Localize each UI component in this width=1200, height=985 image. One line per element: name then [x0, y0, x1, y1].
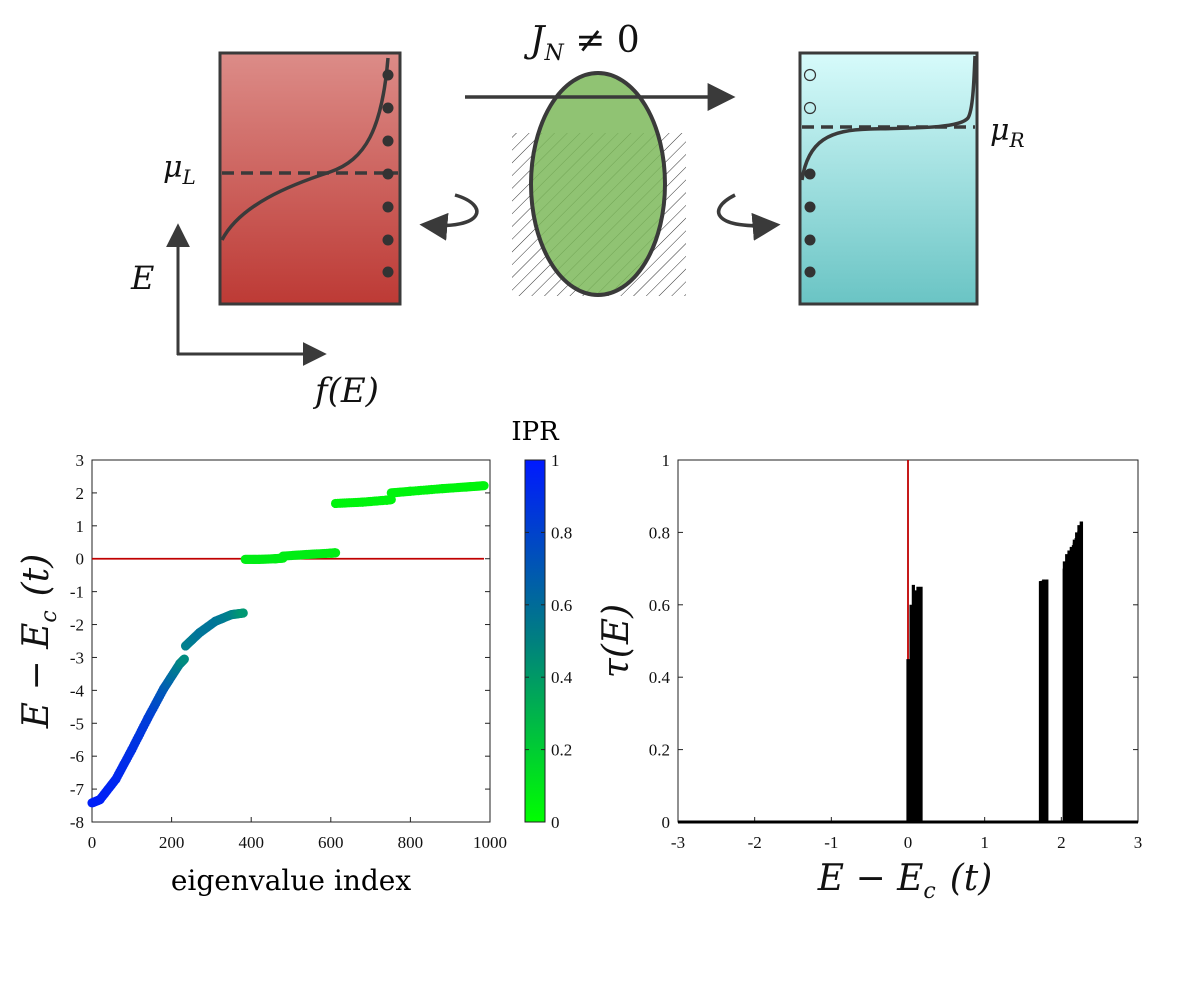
plot1-xlabel: eigenvalue index [171, 864, 412, 897]
plot2-xlabel: E − Ec (t) [817, 858, 993, 904]
right-reservoir [798, 51, 979, 306]
eigenvalue-plot: 0 200 400 600 800 1000 -8 -7 -6 -5 -4 -3 -2 -1 0 1 2 3 ei… [16, 417, 573, 897]
colorbar [524, 459, 546, 823]
plot1-ytick-label: -4 [70, 681, 85, 700]
plot1-xtick-label: 800 [398, 833, 424, 852]
colorbar-label: IPR [511, 417, 560, 447]
plot2-ytick-label: 1 [662, 451, 671, 470]
plot1-ytick-label: 2 [76, 484, 85, 503]
plot1-xtick-label: 400 [238, 833, 264, 852]
energy-axis-label: E [130, 259, 154, 297]
plot1-ytick-label: -7 [70, 780, 85, 799]
plot1-ytick-label: -1 [70, 583, 84, 602]
colorbar-tick-label: 1 [551, 451, 560, 470]
plot1-frame [91, 459, 491, 823]
plot2-ylabel: τ(E) [596, 604, 637, 678]
plot2-xtick-label: 0 [904, 833, 913, 852]
colorbar-tick-label: 0.6 [551, 596, 572, 615]
plot1-ytick-label: -6 [70, 747, 84, 766]
right-occupied-states [804, 168, 816, 278]
colorbar-tick-label: 0.4 [551, 668, 573, 687]
plot1-ytick-label: -3 [70, 648, 84, 667]
colorbar-tick-label: 0 [551, 813, 560, 832]
transmission-plot: -3 -2 -1 0 1 2 3 0 0.2 0.4 0.6 0.8 1 E − Ec (t) τ(E) [596, 451, 1142, 904]
eigenvalue-point [238, 608, 248, 618]
mu-right-label: μR [990, 113, 1025, 152]
colorbar-tick-label: 0.8 [551, 523, 572, 542]
plot1-ytick-label: -2 [70, 616, 84, 635]
plot1-ytick-label: -5 [70, 714, 84, 733]
plot1-xtick-label: 1000 [473, 833, 507, 852]
plot2-xtick-label: 1 [980, 833, 989, 852]
plot1-xtick-label: 600 [318, 833, 344, 852]
plot2-xtick-label: 3 [1134, 833, 1143, 852]
plot1-ytick-label: 0 [76, 550, 85, 569]
plot1-ytick-label: 3 [76, 451, 85, 470]
plot2-ytick-label: 0.2 [649, 741, 670, 760]
plot1-ytick-label: 1 [76, 517, 85, 536]
quantum-dot [529, 71, 667, 297]
plot2-xtick-label: -2 [748, 833, 762, 852]
plot1-xtick-label: 200 [159, 833, 185, 852]
plot2-xtick-label: 2 [1057, 833, 1066, 852]
plot2-xtick-label: -1 [824, 833, 838, 852]
plot2-ytick-label: 0.8 [649, 523, 670, 542]
left-occupied-states [382, 69, 394, 278]
eigenvalue-point [330, 548, 341, 558]
distribution-axis-label: f(E) [312, 371, 379, 411]
current-label: JN ≠ 0 [523, 20, 640, 66]
plot1-ytick-label: -8 [70, 813, 84, 832]
mu-left-label: μL [163, 150, 196, 189]
plot1-ylabel: E − Ec(t) [16, 554, 62, 730]
right-empty-states [803, 68, 817, 115]
left-fermi-curve [220, 57, 390, 241]
right-exchange-arrow [716, 193, 781, 241]
eigenvalue-point [179, 654, 189, 664]
eigenvalue-point [479, 481, 489, 491]
plot2-ytick-label: 0.4 [649, 668, 671, 687]
plot1-xtick-label: 0 [88, 833, 97, 852]
left-exchange-arrow [419, 193, 479, 241]
schematic: μL E f(E) JN ≠ 0 μR [130, 20, 1025, 411]
colorbar-tick-label: 0.2 [551, 741, 572, 760]
plot2-xtick-label: -3 [671, 833, 685, 852]
plot2-ytick-label: 0.6 [649, 596, 670, 615]
plot2-ytick-label: 0 [662, 813, 671, 832]
